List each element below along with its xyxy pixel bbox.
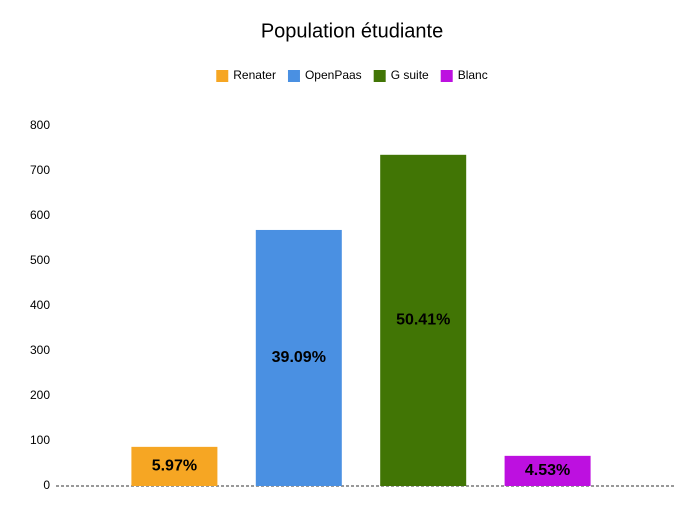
- y-tick-label: 700: [30, 163, 50, 177]
- y-tick-label: 100: [30, 433, 50, 447]
- share-label: 39.09%: [272, 349, 326, 366]
- share-label: 5.97%: [152, 458, 197, 475]
- y-tick-label: 300: [30, 343, 50, 357]
- legend: Renater OpenPaas G suite Blanc: [216, 68, 488, 82]
- legend-label: OpenPaas: [305, 68, 362, 82]
- legend-swatch: [440, 70, 453, 82]
- y-tick-label: 200: [30, 388, 50, 402]
- y-tick-label: 400: [30, 298, 50, 312]
- legend-label: Renater: [233, 68, 276, 82]
- bar: [380, 154, 467, 487]
- legend-swatch: [287, 70, 300, 82]
- legend-label: G suite: [391, 68, 429, 82]
- bar: [255, 229, 342, 486]
- y-tick-label: 0: [43, 478, 50, 492]
- share-label: 4.53%: [525, 462, 570, 479]
- y-tick-label: 500: [30, 253, 50, 267]
- legend-label: Blanc: [458, 68, 488, 82]
- bar: [504, 455, 591, 486]
- chart-title: Population étudiante: [261, 20, 443, 42]
- legend-swatch: [373, 70, 386, 82]
- y-tick-label: 600: [30, 208, 50, 222]
- y-tick-label: 800: [30, 118, 50, 132]
- share-label: 50.41%: [396, 312, 450, 329]
- legend-swatch: [216, 70, 229, 82]
- bar: [131, 446, 218, 486]
